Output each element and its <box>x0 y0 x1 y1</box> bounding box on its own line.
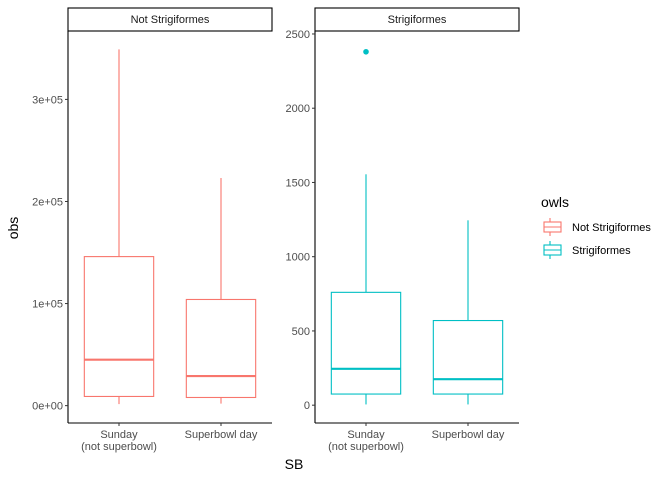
strip-box <box>67 7 273 32</box>
box-iqr <box>185 298 257 399</box>
x-tick-label-line2: (not superbowl) <box>328 441 404 453</box>
y-axis-title: obs <box>5 217 21 240</box>
y-tick-label: 2e+05 <box>32 196 63 208</box>
y-tick-label: 2000 <box>286 103 310 115</box>
outlier-point <box>363 48 369 55</box>
box-1 <box>185 178 257 404</box>
legend: owls Not Strigiformes Strigiformes <box>541 194 651 259</box>
y-tick-label: 1500 <box>286 177 310 189</box>
panels: Not Strigiformes 0e+00 1e+05 2e+05 3e+05 Sund… <box>32 7 520 453</box>
strip-label: Strigiformes <box>388 14 447 26</box>
x-tick-label: Sunday <box>100 429 138 441</box>
legend-entry-label: Strigiformes <box>572 245 631 257</box>
box-0 <box>330 48 402 405</box>
y-tick-label: 1e+05 <box>32 299 63 311</box>
y-tick-label: 2500 <box>286 29 310 41</box>
legend-entry-0: Not Strigiformes <box>543 218 651 236</box>
strip-label: Not Strigiformes <box>131 14 210 26</box>
y-tick-label: 500 <box>292 326 310 338</box>
box-iqr <box>432 319 504 395</box>
box-0 <box>83 49 155 405</box>
box-iqr <box>83 256 155 398</box>
panel-1: Strigiformes 0 500 1000 1500 2000 2500 Sunday(n… <box>286 7 520 453</box>
y-tick-label: 0 <box>304 400 310 412</box>
x-tick-label-line2: (not superbowl) <box>81 441 157 453</box>
legend-entry-1: Strigiformes <box>543 241 631 259</box>
box-iqr <box>330 291 402 395</box>
box-1 <box>432 220 504 405</box>
strip-box <box>314 7 520 32</box>
y-tick-label: 3e+05 <box>32 94 63 106</box>
panel-0: Not Strigiformes 0e+00 1e+05 2e+05 3e+05 Sund… <box>32 7 273 453</box>
x-tick-label: Superbowl day <box>185 429 258 441</box>
x-axis-title: SB <box>285 456 304 472</box>
x-tick-label: Superbowl day <box>432 429 505 441</box>
legend-title: owls <box>541 194 569 210</box>
x-tick-label: Sunday <box>347 429 385 441</box>
y-tick-label: 0e+00 <box>32 401 63 413</box>
legend-entry-label: Not Strigiformes <box>572 222 651 234</box>
y-tick-label: 1000 <box>286 252 310 264</box>
